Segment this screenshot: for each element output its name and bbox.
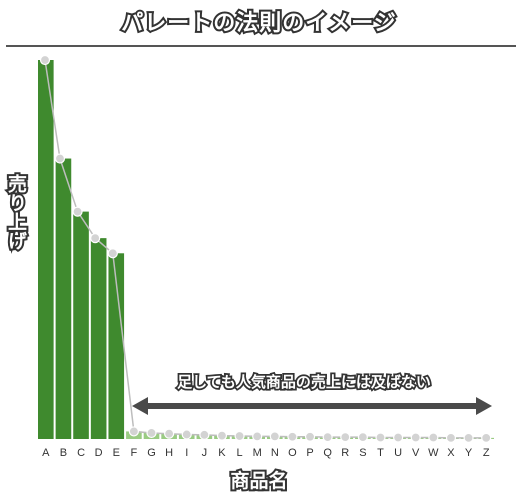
bar-B: [55, 158, 72, 440]
marker-F: [128, 426, 139, 437]
marker-A: [39, 54, 51, 66]
marker-X: [445, 432, 457, 443]
marker-S: [357, 432, 368, 443]
marker-W: [428, 432, 439, 443]
annotation-label: 足しても人気商品の売上には及ばない: [177, 373, 431, 391]
marker-P: [304, 431, 316, 442]
x-tick-K: K: [218, 447, 226, 459]
x-tick-O: O: [288, 447, 297, 459]
x-tick-M: M: [253, 447, 262, 459]
x-tick-Y: Y: [465, 447, 473, 459]
x-tick-V: V: [412, 447, 420, 459]
bar-A: [38, 60, 54, 439]
marker-Q: [322, 432, 333, 443]
marker-L: [234, 430, 245, 442]
marker-O: [287, 431, 298, 442]
x-tick-C: C: [77, 447, 85, 459]
x-tick-R: R: [341, 447, 349, 459]
marker-G: [146, 427, 157, 439]
x-tick-Q: Q: [323, 447, 332, 459]
x-tick-Z: Z: [483, 447, 490, 459]
marker-H: [164, 428, 175, 439]
marker-R: [340, 432, 351, 443]
x-tick-G: G: [147, 447, 156, 459]
arrow-head-right: [476, 397, 492, 415]
marker-Z: [481, 432, 492, 443]
x-tick-F: F: [131, 447, 138, 459]
x-tick-I: I: [185, 447, 188, 459]
x-axis-label: 商品名: [230, 469, 287, 492]
x-tick-W: W: [428, 447, 439, 459]
arrow-shaft: [148, 403, 476, 409]
marker-I: [181, 429, 192, 440]
x-tick-S: S: [359, 447, 366, 459]
x-tick-L: L: [237, 447, 243, 459]
arrow-head-left: [132, 397, 148, 415]
bar-C: [73, 211, 89, 439]
bar-D: [90, 238, 107, 439]
x-tick-P: P: [306, 447, 313, 459]
x-tick-H: H: [165, 447, 173, 459]
x-tick-E: E: [113, 447, 120, 459]
marker-U: [393, 432, 404, 443]
chart-title: パレートの法則のイメージ: [121, 11, 397, 36]
bar-E: [108, 253, 125, 439]
y-axis-label: 売り上げ: [5, 173, 27, 250]
marker-T: [375, 432, 386, 443]
marker-M: [252, 431, 263, 442]
marker-Y: [463, 432, 474, 443]
marker-D: [90, 233, 101, 244]
marker-J: [199, 429, 210, 440]
x-tick-A: A: [42, 447, 50, 459]
marker-B: [54, 153, 66, 164]
x-tick-N: N: [271, 447, 279, 459]
markers-group: [39, 54, 492, 443]
marker-E: [107, 248, 118, 259]
x-tick-B: B: [60, 447, 67, 459]
annotation-arrow: [132, 397, 492, 415]
x-tick-T: T: [377, 447, 384, 459]
x-tick-J: J: [202, 447, 208, 459]
marker-N: [269, 431, 280, 442]
x-tick-U: U: [394, 447, 402, 459]
x-tick-D: D: [95, 447, 103, 459]
marker-C: [72, 206, 83, 217]
marker-K: [216, 430, 228, 441]
marker-V: [410, 432, 421, 443]
x-tick-X: X: [447, 447, 455, 459]
